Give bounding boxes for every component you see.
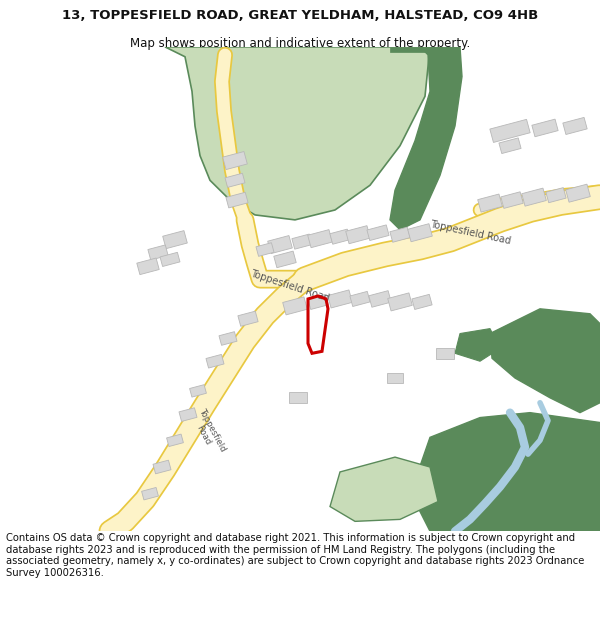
Bar <box>219 332 237 345</box>
Bar <box>566 184 590 203</box>
Polygon shape <box>455 329 500 361</box>
Bar <box>350 291 370 306</box>
Bar <box>367 225 389 241</box>
Bar <box>226 192 248 208</box>
Bar <box>490 119 530 142</box>
Bar <box>369 291 391 308</box>
Polygon shape <box>390 47 430 52</box>
Bar <box>387 373 403 383</box>
Bar <box>142 488 158 500</box>
Bar <box>563 118 587 134</box>
Bar <box>388 293 412 311</box>
Bar <box>238 311 258 326</box>
Bar <box>256 242 274 256</box>
Polygon shape <box>415 412 600 531</box>
Polygon shape <box>165 47 430 220</box>
Bar <box>268 236 292 254</box>
Bar <box>407 224 433 242</box>
Bar <box>330 229 350 244</box>
Bar <box>160 253 180 266</box>
Bar <box>167 434 184 446</box>
Bar <box>308 294 328 309</box>
Bar <box>292 234 312 249</box>
Bar <box>521 188 547 206</box>
Bar <box>190 384 206 397</box>
Polygon shape <box>390 47 462 230</box>
Bar <box>546 188 566 202</box>
Polygon shape <box>490 309 600 412</box>
Bar <box>532 119 558 137</box>
Bar <box>328 290 352 308</box>
Bar <box>289 392 307 403</box>
Bar <box>153 460 171 474</box>
Bar <box>148 245 168 260</box>
Bar <box>436 348 454 359</box>
Bar <box>390 227 410 242</box>
Bar <box>412 294 432 309</box>
Bar <box>501 192 523 208</box>
Text: Contains OS data © Crown copyright and database right 2021. This information is : Contains OS data © Crown copyright and d… <box>6 533 584 578</box>
Text: Toppesfield Road: Toppesfield Road <box>249 269 331 304</box>
Bar <box>179 408 197 421</box>
Text: Map shows position and indicative extent of the property.: Map shows position and indicative extent… <box>130 36 470 49</box>
Text: 13, TOPPESFIELD ROAD, GREAT YELDHAM, HALSTEAD, CO9 4HB: 13, TOPPESFIELD ROAD, GREAT YELDHAM, HAL… <box>62 9 538 22</box>
Bar <box>225 173 245 188</box>
Bar <box>499 138 521 154</box>
Polygon shape <box>330 457 438 521</box>
Bar <box>137 258 159 274</box>
Text: Toppesfield Road: Toppesfield Road <box>428 219 511 246</box>
Bar <box>346 226 370 244</box>
Bar <box>274 251 296 268</box>
Bar <box>206 354 224 368</box>
Bar <box>308 229 332 248</box>
Text: Toppesfield
Road: Toppesfield Road <box>188 407 228 458</box>
Bar <box>478 194 502 212</box>
Bar <box>163 231 187 249</box>
Bar <box>223 151 247 169</box>
Bar <box>283 297 307 315</box>
